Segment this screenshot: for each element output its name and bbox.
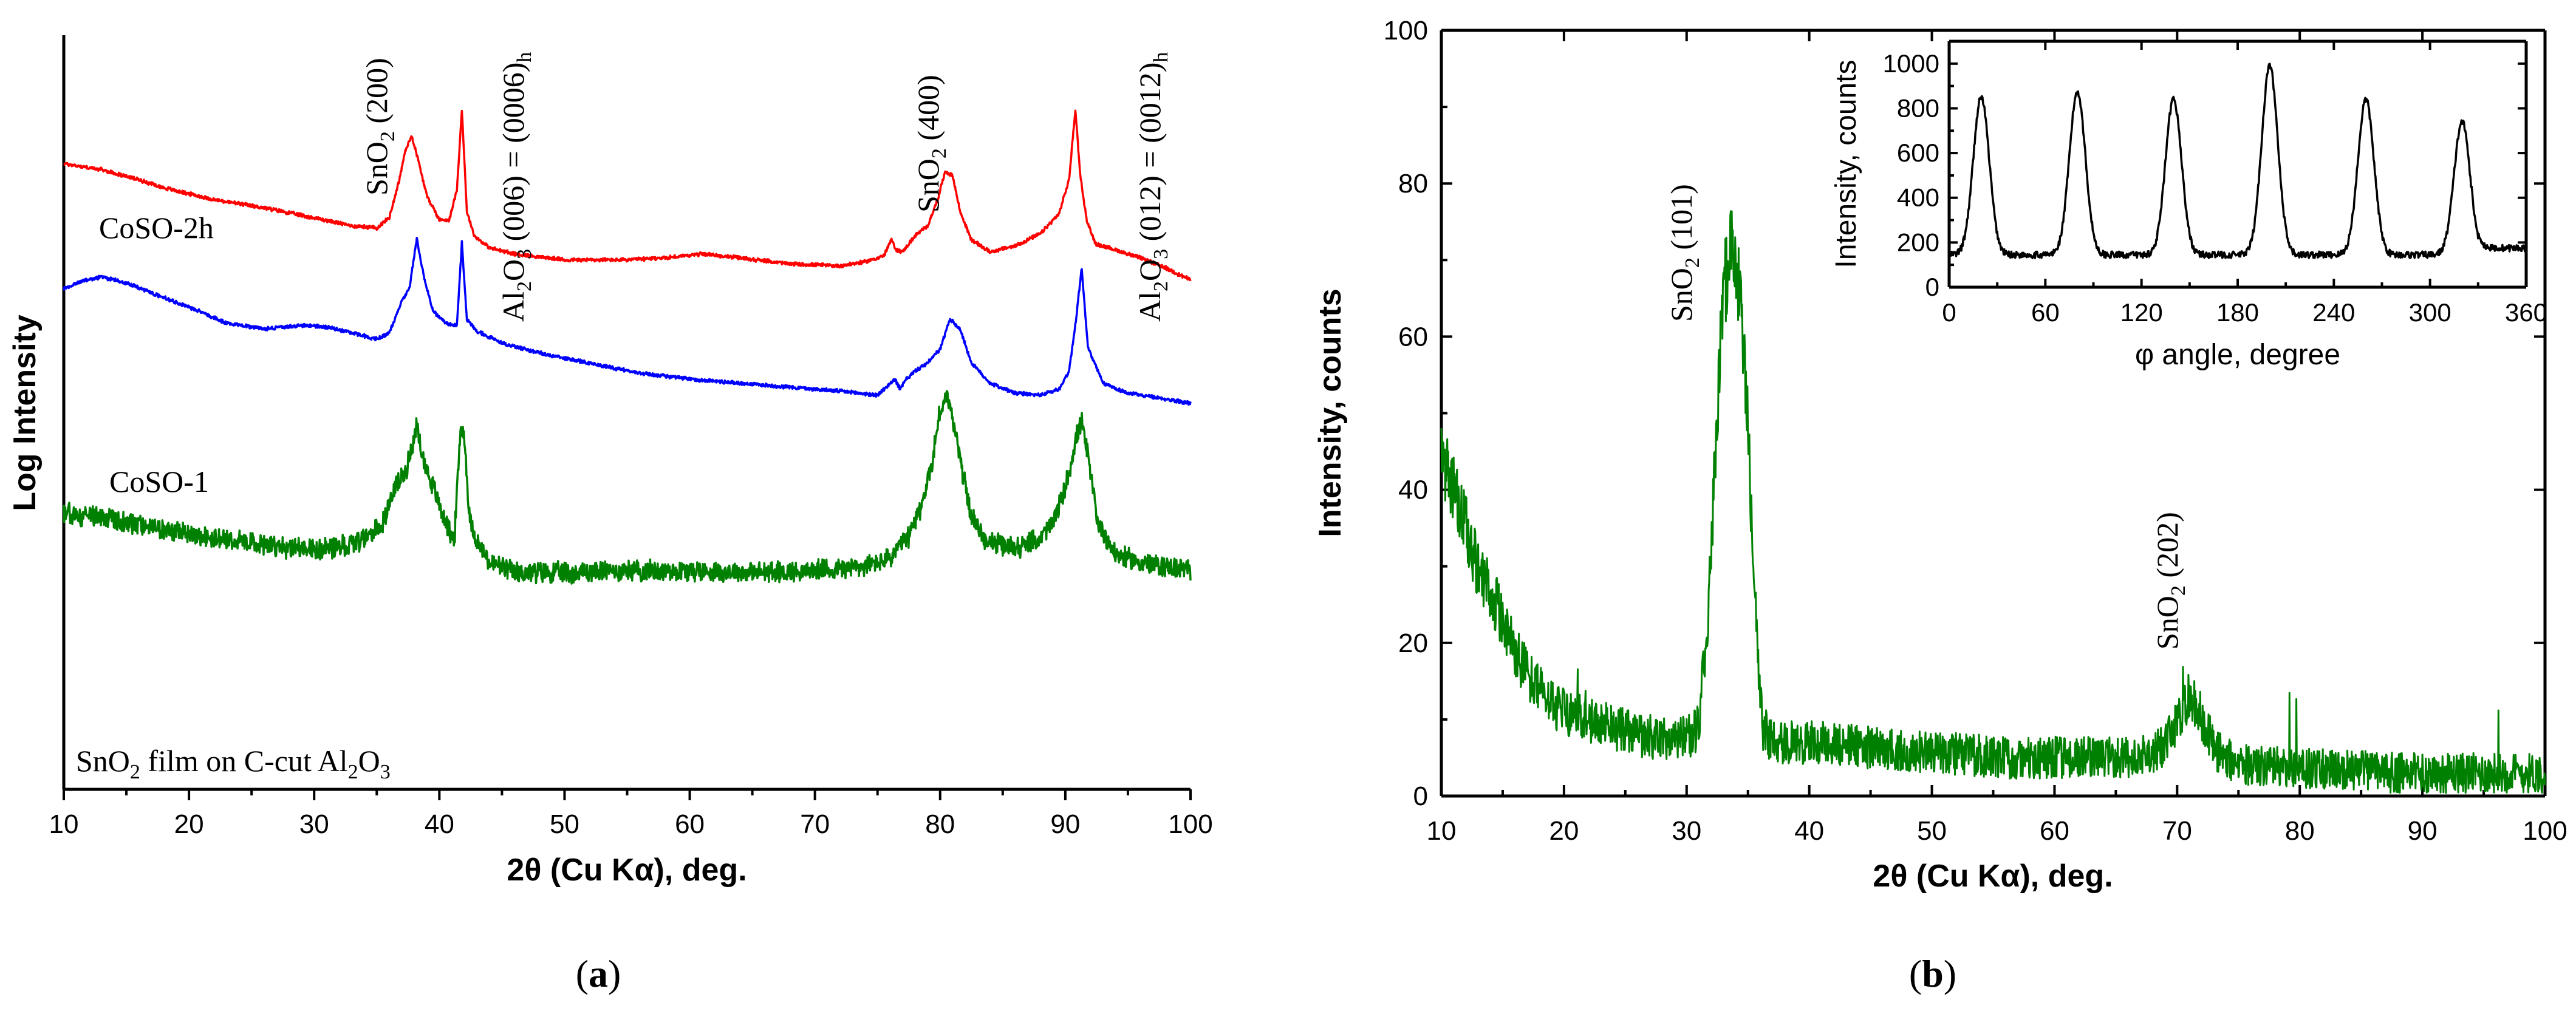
inset-x-tick-label: 60 (2031, 298, 2060, 327)
y-tick-label-b: 80 (1398, 169, 1428, 199)
chart-panel-a: 10 20 30 40 50 60 70 80 90 100 2θ (Cu Kα), deg. L… (7, 35, 1213, 995)
inset-ticks: 0 60 120 180 240 300 360 0 200 400 600 800 1000 (1883, 40, 2547, 327)
y-axis-label-a: Log Intensity (7, 315, 43, 511)
inset-phi-scan: 0 60 120 180 240 300 360 0 200 400 600 800 1000 φ an… (1830, 39, 2547, 371)
annotation-sno2-202: SnO2 (202) (2150, 512, 2190, 650)
x-tick-label-a: 60 (675, 809, 705, 839)
annotation-sno2-400: SnO2 (400) (911, 75, 951, 213)
inset-y-tick-label: 200 (1897, 228, 1939, 256)
inset-x-tick-label: 180 (2216, 298, 2259, 327)
inset-background (1949, 41, 2526, 287)
inset-y-tick-label: 0 (1925, 273, 1939, 301)
x-tick-label-a: 50 (550, 809, 579, 839)
inset-x-axis-label: φ angle, degree (2135, 339, 2340, 371)
inset-x-tick-label: 300 (2409, 298, 2451, 327)
legend-coso-2h: CoSO-2h (99, 211, 214, 245)
x-tick-label-a: 90 (1050, 809, 1080, 839)
x-tick-label-a: 80 (925, 809, 955, 839)
annotation-sno2-101: SnO2 (101) (1664, 184, 1704, 322)
x-tick-label-a: 100 (1168, 809, 1212, 839)
caption-a: (a) (576, 952, 621, 995)
x-tick-label-b: 10 (1427, 816, 1457, 846)
series-line-b-0 (1440, 210, 2546, 794)
x-axis-label-b: 2θ (Cu Kα), deg. (1873, 859, 2113, 894)
inset-x-tick-label: 240 (2312, 298, 2355, 327)
y-tick-label-b: 20 (1398, 628, 1428, 658)
x-tick-label-a: 30 (299, 809, 329, 839)
x-tick-label-a: 40 (425, 809, 454, 839)
y-tick-label-b: 60 (1398, 322, 1428, 352)
x-tick-label-b: 30 (1672, 816, 1701, 846)
caption-b: (b) (1909, 952, 1956, 995)
y-tick-label-b: 40 (1398, 475, 1428, 505)
series-line-2 (63, 390, 1192, 585)
annotation-sno2-200: SnO2 (200) (360, 58, 399, 196)
y-tick-label-b: 0 (1413, 781, 1428, 811)
inset-x-tick-label: 0 (1942, 298, 1956, 327)
annotation-al2o3-006: Al2O3 (006) = (0006)h (496, 52, 536, 322)
inset-y-tick-label: 400 (1897, 183, 1939, 212)
x-tick-label-a: 70 (800, 809, 830, 839)
x-axis-label-a: 2θ (Cu Kα), deg. (507, 852, 746, 888)
x-tick-label-a: 10 (49, 809, 79, 839)
series-line-1 (63, 236, 1192, 406)
inset-y-tick-label: 1000 (1883, 49, 1939, 78)
series-group-b (1440, 210, 2546, 794)
annotation-al2o3-012: Al2O3 (012) = (0012)h (1133, 52, 1172, 322)
inset-x-tick-label: 120 (2120, 298, 2163, 327)
series-line-0 (63, 109, 1192, 282)
inset-y-tick-label: 800 (1897, 94, 1939, 122)
series-group-a (63, 109, 1192, 585)
x-ticks-a: 10 20 30 40 50 60 70 80 90 100 (49, 789, 1213, 839)
x-tick-label-b: 80 (2285, 816, 2315, 846)
x-tick-label-a: 20 (174, 809, 204, 839)
x-tick-label-b: 100 (2523, 816, 2567, 846)
y-tick-label-b: 100 (1384, 16, 1428, 46)
inset-y-axis-label: Intensity, counts (1830, 60, 1862, 268)
inset-phi-scan-line (1948, 63, 2527, 259)
x-tick-label-b: 60 (2040, 816, 2069, 846)
x-tick-label-b: 40 (1794, 816, 1824, 846)
x-tick-label-b: 90 (2408, 816, 2438, 846)
inset-y-tick-label: 600 (1897, 138, 1939, 167)
x-tick-label-b: 70 (2162, 816, 2192, 846)
x-tick-label-b: 50 (1917, 816, 1947, 846)
y-axis-label-b: Intensity, counts (1313, 288, 1348, 537)
inset-series (1948, 63, 2527, 259)
legend-coso-1: CoSO-1 (109, 464, 209, 498)
x-tick-label-b: 20 (1549, 816, 1579, 846)
inset-x-tick-label: 360 (2505, 298, 2547, 327)
legend-sno2-film: SnO2 film on C-cut Al2O3 (76, 744, 391, 783)
